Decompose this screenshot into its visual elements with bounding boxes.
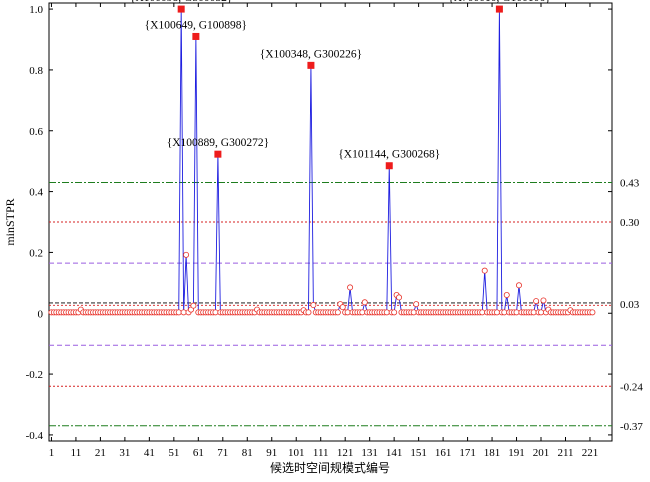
highlight-label: {X700010, G100106} (448, 0, 550, 4)
reference-line-label: 0.03 (620, 299, 640, 311)
x-tick-label: 91 (266, 447, 277, 459)
data-point (533, 298, 540, 305)
highlight-label: {X101144, G300268} (338, 149, 440, 161)
x-tick-label: 71 (217, 447, 228, 459)
x-tick-label: 191 (508, 447, 525, 459)
reference-lines: 0.43 0.30 0.03 -0.24 -0.37 (49, 177, 643, 433)
highlight-label: {X100649, G100898} (145, 19, 247, 31)
data-point (212, 309, 219, 316)
y-axis-title: minSTPR (3, 198, 17, 245)
x-tick-label: 51 (168, 447, 179, 459)
y-tick-label: -0.4 (26, 430, 44, 442)
data-point (361, 299, 368, 306)
highlight-label: {X100098, G300052} (130, 0, 232, 4)
data-point (501, 309, 508, 316)
data-point (190, 302, 197, 309)
x-tick-label: 11 (71, 447, 82, 459)
series (48, 9, 596, 316)
x-tick-label: 81 (242, 447, 253, 459)
data-point (359, 309, 366, 316)
x-tick-label: 131 (361, 447, 378, 459)
x-tick-label: 41 (144, 447, 155, 459)
x-tick-label: 161 (435, 447, 452, 459)
data-point (515, 282, 522, 289)
reference-line-label: -0.24 (620, 381, 643, 393)
y-tick-label: -0.2 (26, 369, 43, 381)
highlight-marker (177, 5, 185, 13)
y-tick-label: 0.6 (29, 126, 43, 138)
data-point (413, 301, 420, 308)
x-tick-label: 201 (533, 447, 550, 459)
data-point (481, 267, 488, 274)
x-tick-label: 101 (288, 447, 305, 459)
x-axis: 1 11 21 31 41 51 61 71 81 91 101 111 121 131 141 151 161… (49, 3, 599, 459)
data-point (589, 309, 596, 316)
data-point (396, 294, 403, 301)
reference-line-label: -0.37 (620, 421, 643, 433)
data-point (310, 302, 317, 309)
highlight-marker (385, 162, 393, 170)
data-point (503, 291, 510, 298)
x-tick-label: 31 (119, 447, 130, 459)
data-point (180, 309, 187, 316)
data-point (479, 309, 486, 316)
data-point (344, 309, 351, 316)
x-tick-label: 141 (386, 447, 403, 459)
data-point (183, 251, 190, 258)
highlight-label: {X100348, G300226} (260, 48, 362, 60)
y-tick-label: 0 (38, 308, 44, 320)
y-tick-label: 1.0 (29, 4, 43, 16)
data-point (339, 304, 346, 311)
y-tick-label: 0.4 (29, 187, 43, 199)
x-tick-label: 61 (193, 447, 204, 459)
x-tick-label: 151 (410, 447, 427, 459)
x-tick-label: 211 (557, 447, 573, 459)
data-point (513, 309, 520, 316)
x-tick-label: 121 (337, 447, 354, 459)
highlight-marker (192, 32, 200, 40)
data-point (175, 309, 182, 316)
data-point (347, 284, 354, 291)
data-point (410, 309, 417, 316)
reference-line-label: 0.43 (620, 177, 640, 189)
highlight-marker (214, 150, 222, 158)
highlight-marker (307, 61, 315, 69)
y-tick-label: 0.8 (29, 65, 43, 77)
data-point (530, 309, 537, 316)
x-tick-label: 171 (459, 447, 476, 459)
data-point (383, 309, 390, 316)
y-axis: -0.4 -0.2 0 0.2 0.4 0.6 0.8 1.0 (26, 4, 612, 442)
x-tick-label: 181 (484, 447, 501, 459)
data-point (540, 297, 547, 304)
highlight-label: {X100889, G300272} (167, 137, 269, 149)
highlight-marker (495, 5, 503, 13)
data-point (538, 309, 545, 316)
y-tick-label: 0.2 (29, 247, 43, 259)
x-tick-label: 221 (582, 447, 599, 459)
data-point (334, 309, 341, 316)
x-tick-label: 21 (95, 447, 106, 459)
annotations: {X100098, G300052} {X100649, G100898} {X10… (130, 0, 551, 170)
x-axis-title: 候选时空间规模式编号 (270, 460, 390, 475)
x-tick-label: 111 (313, 447, 329, 459)
data-point (391, 309, 398, 316)
reference-line-label: 0.30 (620, 217, 640, 229)
x-tick-label: 1 (49, 447, 55, 459)
data-point (493, 309, 500, 316)
data-point (305, 309, 312, 316)
